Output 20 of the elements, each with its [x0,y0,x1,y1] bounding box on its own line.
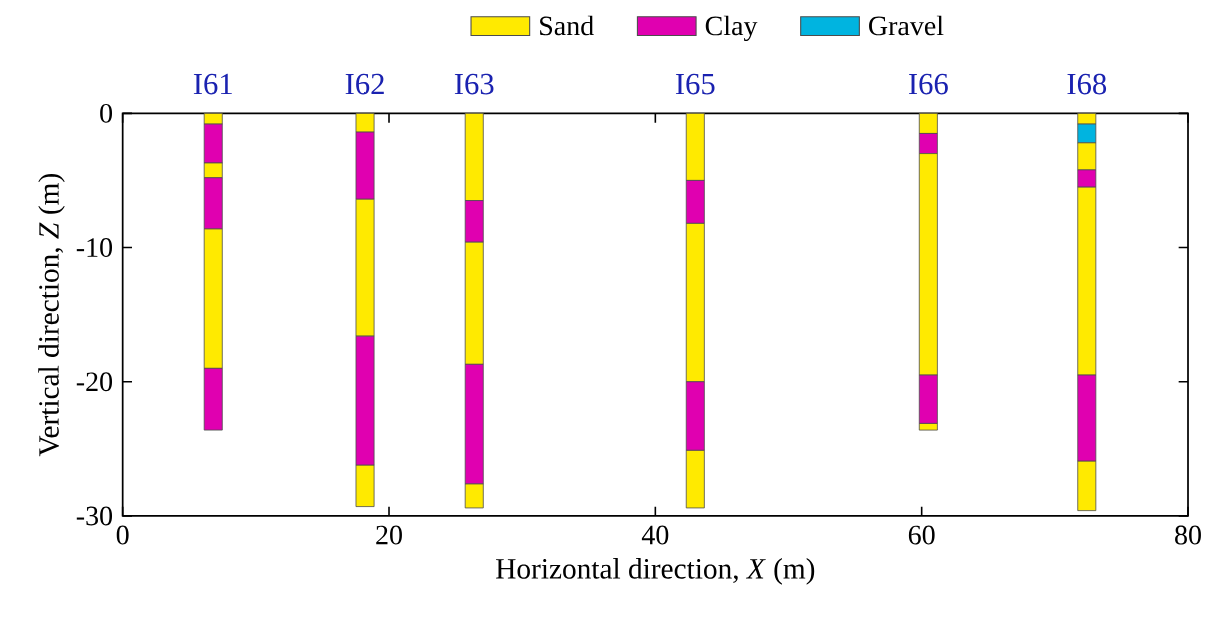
legend-label: Sand [540,15,594,36]
x-tick-label: 40 [641,525,669,545]
y-tick-label: -30 [76,506,113,526]
annotation: I66 [909,73,948,95]
x-tick-label: 0 [116,525,129,545]
legend-label: Clay [705,15,758,42]
annotation: I63 [454,73,494,95]
annotation: I61 [193,73,232,95]
x-tick-label: 80 [1175,525,1201,545]
x-tick-label: 60 [908,525,935,545]
annotation: I65 [675,73,715,95]
y-tick-label: -10 [76,238,113,257]
annotation: I62 [345,73,384,95]
x-axis-title: Horizontal direction, X (m) [496,558,815,585]
annotation: I68 [1067,73,1107,95]
y-tick-label: -20 [76,372,113,392]
y-tick-label: 0 [100,103,113,123]
x-tick-label: 20 [376,525,402,545]
y-axis-title: Vertical direction, Z (m) [38,174,65,457]
legend-label: Gravel [869,15,944,36]
